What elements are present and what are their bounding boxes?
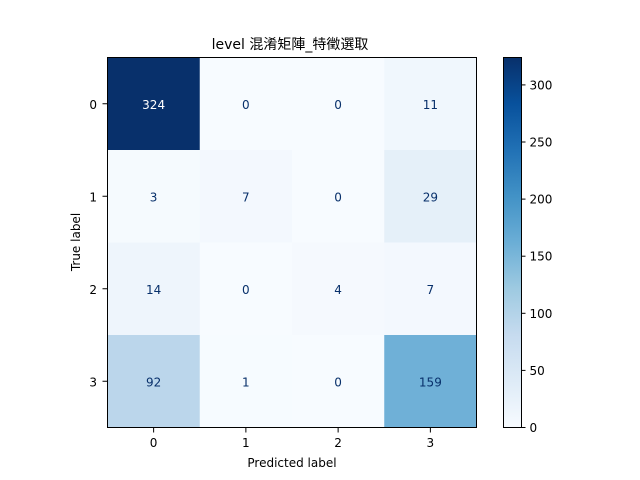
y-tick-label: 2 (89, 283, 97, 297)
colorbar-tick-label: 300 (530, 78, 553, 92)
heatmap-cell (292, 335, 385, 428)
heatmap-cell (292, 242, 385, 336)
heatmap-cell (107, 335, 201, 428)
cell-value-label: 324 (142, 98, 165, 112)
x-tick-label: 0 (150, 436, 158, 450)
heatmap-cell (384, 335, 477, 428)
y-tick-label: 1 (89, 190, 97, 204)
cell-value-label: 92 (146, 375, 161, 389)
colorbar-tick-label: 150 (530, 250, 553, 264)
heatmap-cell (384, 242, 477, 336)
x-tick-label: 1 (242, 436, 250, 450)
cell-value-label: 11 (423, 98, 438, 112)
heatmap-cell (292, 150, 385, 243)
x-tick-label: 2 (334, 436, 342, 450)
x-axis: 0 1 2 3 (150, 427, 435, 450)
cell-value-label: 0 (242, 283, 250, 297)
cell-value-label: 29 (423, 190, 438, 204)
y-axis: 0 1 2 3 (89, 98, 108, 389)
y-axis-label: True label (69, 213, 83, 272)
colorbar-tick-label: 250 (530, 136, 553, 150)
heatmap-cell (292, 57, 385, 151)
cell-value-label: 0 (334, 190, 342, 204)
y-tick-label: 0 (89, 98, 97, 112)
heatmap-cell (199, 150, 293, 243)
heatmap-cell (199, 242, 293, 336)
heatmap-cell (384, 150, 477, 243)
colorbar-tick-label: 100 (530, 307, 553, 321)
colorbar-gradient (503, 57, 522, 428)
colorbar-tick-label: 50 (530, 364, 545, 378)
heatmap-cell (107, 242, 201, 336)
heatmap-cell (107, 150, 201, 243)
cell-value-label: 7 (427, 283, 435, 297)
cell-value-label: 159 (419, 375, 442, 389)
colorbar-frame (503, 57, 522, 428)
chart-title: level 混淆矩陣_特徵選取 (212, 37, 369, 53)
colorbar-tick-label: 200 (530, 193, 553, 207)
x-tick-label: 3 (427, 436, 435, 450)
heatmap-cell (199, 57, 293, 151)
cell-value-label: 7 (242, 190, 250, 204)
x-axis-label: Predicted label (247, 456, 336, 470)
cell-value-label: 14 (146, 283, 161, 297)
heatmap-cell (107, 57, 201, 151)
cell-value-label: 0 (334, 375, 342, 389)
cell-value-label: 1 (242, 375, 250, 389)
cell-value-label: 0 (334, 98, 342, 112)
cell-value-label: 4 (334, 283, 342, 297)
heatmap-cell (199, 335, 293, 428)
heatmap-frame (107, 57, 477, 428)
colorbar-tick-label: 0 (530, 421, 538, 435)
cell-value-label: 0 (242, 98, 250, 112)
colorbar: 0 50 100 150 200 250 300 (503, 57, 553, 435)
heatmap-cell (384, 57, 477, 151)
heatmap-cells: 324 0 0 11 3 7 0 29 14 0 4 7 92 1 0 159 (107, 57, 477, 428)
y-tick-label: 3 (89, 375, 97, 389)
cell-value-label: 3 (150, 190, 158, 204)
